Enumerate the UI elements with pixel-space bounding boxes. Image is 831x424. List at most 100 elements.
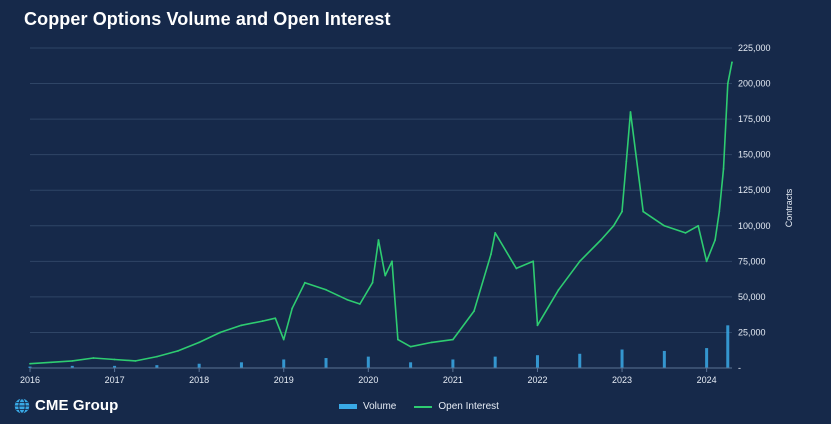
open-interest-point bbox=[325, 288, 327, 291]
open-interest-point bbox=[261, 320, 264, 322]
open-interest-point bbox=[358, 303, 361, 305]
y-tick-label: 175,000 bbox=[738, 114, 771, 124]
open-interest-point bbox=[371, 281, 374, 284]
open-interest-series bbox=[29, 61, 733, 365]
open-interest-point bbox=[50, 361, 53, 364]
volume-bar bbox=[578, 353, 582, 368]
open-interest-point bbox=[600, 239, 602, 241]
cme-group-logo: CME Group bbox=[14, 397, 118, 414]
volume-bar bbox=[197, 363, 201, 368]
volume-bar bbox=[620, 349, 624, 368]
open-interest-point bbox=[515, 267, 518, 270]
open-interest-point bbox=[303, 281, 306, 284]
grid-lines bbox=[30, 47, 732, 369]
volume-series bbox=[28, 325, 730, 368]
volume-bar bbox=[155, 365, 159, 368]
open-interest-point bbox=[240, 324, 243, 327]
y-tick-label: 200,000 bbox=[738, 79, 771, 89]
open-interest-point bbox=[705, 260, 708, 263]
x-axis: 2016 2017 2018 2019 2020 2021 2022 2023 2024 bbox=[20, 367, 732, 385]
volume-bar bbox=[113, 365, 117, 368]
legend-item-volume: Volume bbox=[339, 401, 396, 412]
legend-swatch-open-interest bbox=[414, 405, 433, 408]
logo-text: CME Group bbox=[35, 397, 119, 414]
y-tick-label: - bbox=[738, 363, 741, 373]
open-interest-point bbox=[92, 357, 95, 359]
y-axis-label: Contracts bbox=[784, 188, 794, 227]
open-interest-point bbox=[177, 350, 179, 352]
legend-swatch-volume bbox=[339, 404, 357, 409]
legend-label-volume: Volume bbox=[363, 401, 397, 412]
open-interest-point bbox=[714, 239, 716, 241]
open-interest-point bbox=[642, 210, 645, 213]
open-interest-point bbox=[291, 307, 294, 310]
chart-title: Copper Options Volume and Open Interest bbox=[24, 9, 391, 29]
open-interest-line bbox=[29, 62, 733, 365]
open-interest-point bbox=[198, 341, 201, 344]
open-interest-point bbox=[473, 310, 475, 313]
open-interest-point bbox=[451, 338, 454, 341]
open-interest-point bbox=[731, 61, 733, 64]
open-interest-point bbox=[718, 210, 721, 213]
volume-bar bbox=[324, 358, 328, 368]
x-tick-label: 2022 bbox=[527, 375, 547, 385]
open-interest-point bbox=[536, 324, 539, 327]
open-interest-point bbox=[29, 362, 31, 365]
globe-icon bbox=[14, 397, 30, 414]
volume-bar bbox=[70, 365, 74, 368]
open-interest-point bbox=[377, 239, 380, 241]
open-interest-point bbox=[663, 224, 666, 227]
volume-bar bbox=[705, 348, 709, 368]
legend-label-open-interest: Open Interest bbox=[438, 401, 499, 412]
x-tick-label: 2023 bbox=[612, 375, 632, 385]
open-interest-point bbox=[155, 355, 158, 358]
volume-bar bbox=[493, 356, 497, 368]
open-interest-point bbox=[722, 167, 725, 170]
open-interest-point bbox=[490, 253, 492, 256]
open-interest-point bbox=[397, 338, 399, 341]
volume-bar bbox=[28, 366, 32, 368]
open-interest-point bbox=[494, 231, 497, 234]
y-axis: - 25,000 50,000 75,000 100,000 125,000 150,000… bbox=[738, 43, 794, 373]
volume-bar bbox=[535, 355, 539, 368]
open-interest-point bbox=[219, 331, 222, 334]
open-interest-point bbox=[346, 298, 349, 301]
open-interest-point bbox=[629, 111, 632, 113]
open-interest-point bbox=[71, 359, 74, 362]
open-interest-point bbox=[532, 260, 535, 263]
volume-bar bbox=[451, 359, 455, 368]
open-interest-point bbox=[557, 288, 560, 291]
open-interest-point bbox=[384, 274, 387, 277]
open-interest-point bbox=[282, 338, 285, 341]
volume-bar bbox=[239, 362, 243, 368]
y-tick-label: 75,000 bbox=[738, 256, 766, 266]
volume-bar bbox=[366, 356, 370, 368]
open-interest-point bbox=[612, 224, 615, 227]
volume-bar bbox=[409, 362, 413, 368]
open-interest-point bbox=[134, 359, 137, 362]
x-tick-label: 2017 bbox=[105, 375, 125, 385]
open-interest-point bbox=[726, 82, 729, 85]
x-tick-label: 2021 bbox=[443, 375, 463, 385]
open-interest-point bbox=[409, 345, 412, 348]
open-interest-point bbox=[684, 231, 687, 234]
y-tick-label: 50,000 bbox=[738, 292, 766, 302]
y-tick-label: 100,000 bbox=[738, 221, 771, 231]
open-interest-point bbox=[621, 210, 623, 213]
x-tick-label: 2018 bbox=[189, 375, 209, 385]
open-interest-point bbox=[578, 260, 581, 263]
open-interest-point bbox=[391, 260, 393, 263]
y-tick-label: 25,000 bbox=[738, 327, 766, 337]
x-tick-label: 2020 bbox=[358, 375, 378, 385]
y-tick-label: 125,000 bbox=[738, 185, 771, 195]
open-interest-point bbox=[274, 317, 277, 320]
open-interest-point bbox=[697, 224, 700, 227]
y-tick-label: 150,000 bbox=[738, 150, 771, 160]
x-tick-label: 2016 bbox=[20, 375, 40, 385]
volume-bar bbox=[282, 359, 286, 368]
open-interest-point bbox=[113, 358, 116, 361]
legend-item-open-interest: Open Interest bbox=[414, 401, 499, 412]
x-tick-label: 2019 bbox=[274, 375, 294, 385]
y-tick-label: 225,000 bbox=[738, 43, 771, 53]
